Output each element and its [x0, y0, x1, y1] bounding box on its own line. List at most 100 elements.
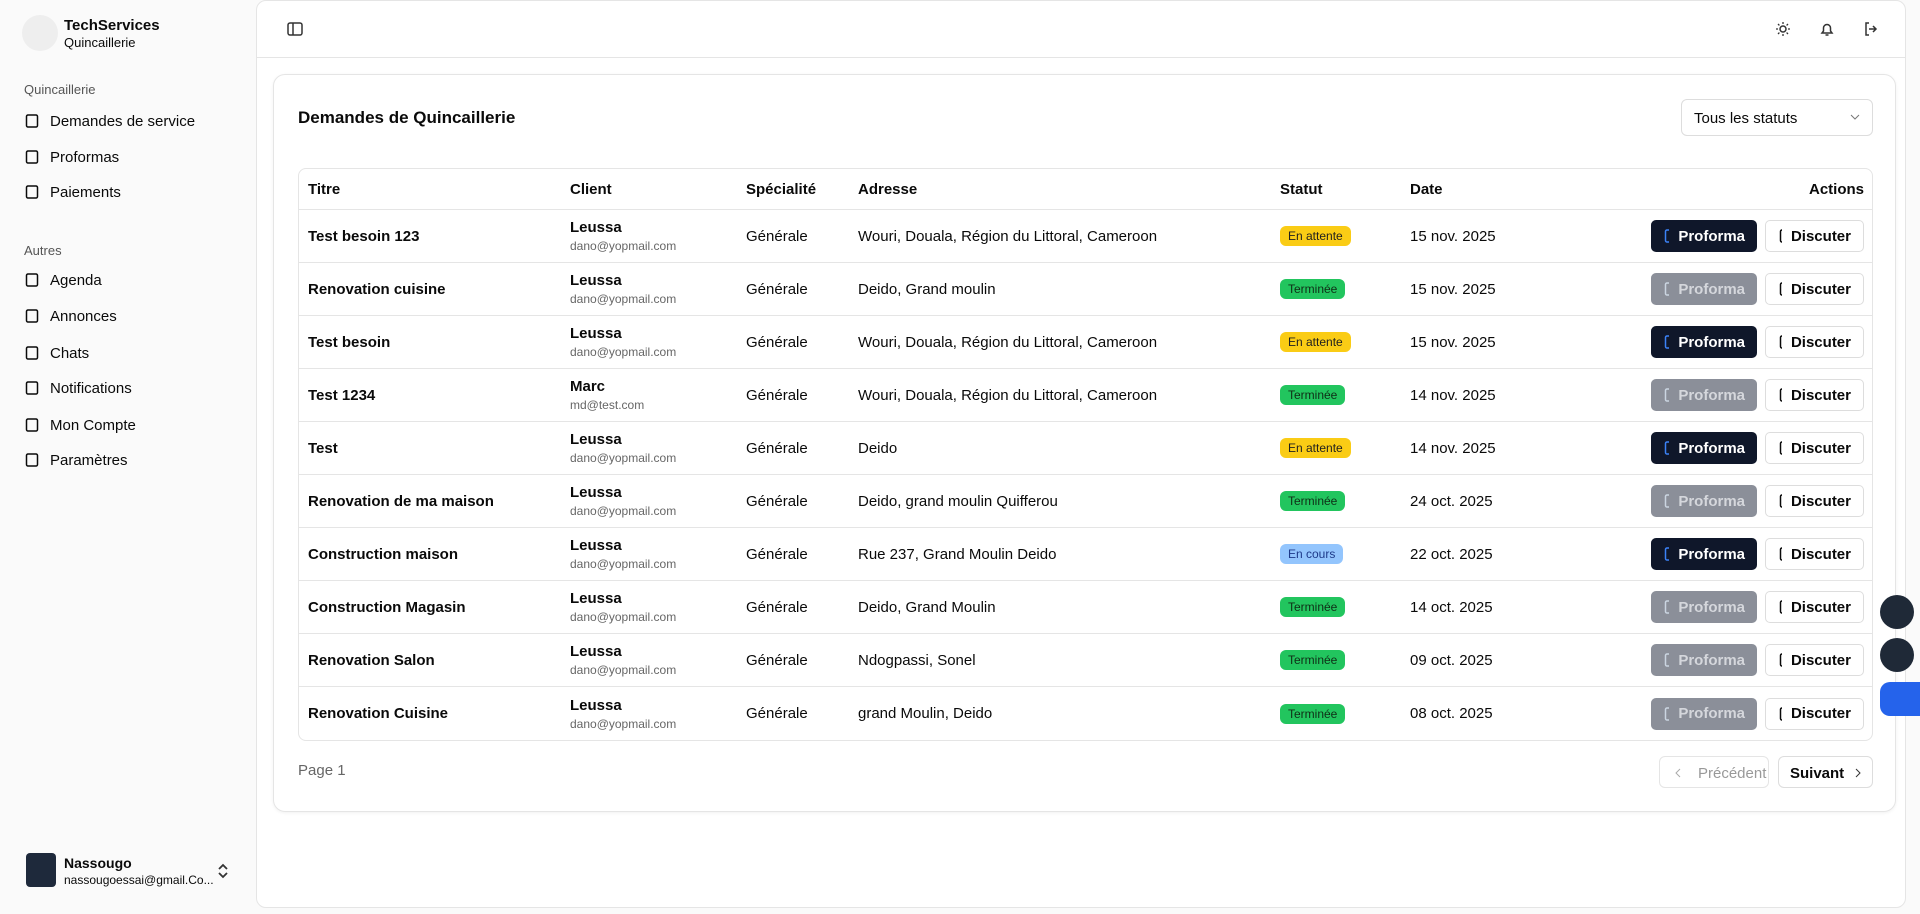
column-header: Client — [561, 169, 737, 210]
brand-avatar — [22, 15, 58, 51]
proforma-label: Proforma — [1678, 705, 1745, 722]
nav-item[interactable]: Demandes de service — [24, 106, 195, 136]
client-cell: Leussa dano@yopmail.com — [561, 581, 737, 634]
nav-label: Proformas — [50, 148, 120, 166]
nav-item[interactable]: Notifications — [24, 373, 132, 403]
nav-item[interactable]: Annonces — [24, 301, 117, 331]
client-cell: Leussa dano@yopmail.com — [561, 528, 737, 581]
actions-cell: Proforma Discuter — [1631, 687, 1872, 740]
status-filter[interactable]: Tous les statuts — [1681, 99, 1873, 136]
status-badge: En attente — [1280, 332, 1351, 352]
nav-item[interactable]: Paiements — [24, 177, 121, 207]
notifications-button[interactable] — [1819, 21, 1835, 37]
date-cell: 08 oct. 2025 — [1410, 705, 1493, 722]
client-cell: Leussa dano@yopmail.com — [561, 422, 737, 475]
nav-label: Paiements — [50, 183, 121, 201]
status-cell: Terminée — [1271, 634, 1401, 687]
title-cell: Test 1234 — [299, 369, 561, 422]
next-label: Suivant — [1790, 765, 1845, 782]
address-cell: Rue 237, Grand Moulin Deido — [849, 528, 1271, 581]
translate-button[interactable] — [1880, 595, 1914, 629]
apps-button[interactable] — [1880, 638, 1914, 672]
user-menu-toggle[interactable] — [216, 862, 230, 880]
specialty-cell: Générale — [737, 528, 849, 581]
previous-button[interactable]: Précédent — [1659, 756, 1769, 788]
client-cell: Leussa dano@yopmail.com — [561, 210, 737, 263]
discuss-button[interactable]: Discuter — [1765, 379, 1864, 411]
status-cell: Terminée — [1271, 475, 1401, 528]
actions-cell: Proforma Discuter — [1631, 210, 1872, 263]
proforma-button[interactable]: Proforma — [1651, 220, 1757, 252]
user-name[interactable]: Nassougo — [64, 855, 132, 871]
specialty-cell: Générale — [737, 634, 849, 687]
title-cell: Renovation Salon — [299, 634, 561, 687]
proforma-button[interactable]: Proforma — [1651, 432, 1757, 464]
icon — [1779, 229, 1782, 243]
proforma-button: Proforma — [1651, 485, 1757, 517]
client-email: md@test.com — [570, 398, 645, 412]
discuss-button[interactable]: Discuter — [1765, 591, 1864, 623]
client-email: dano@yopmail.com — [570, 239, 677, 253]
client-name: Leussa — [570, 325, 622, 342]
title-cell: Test — [299, 422, 561, 475]
nav-item[interactable]: Chats — [24, 338, 89, 368]
icon — [25, 418, 39, 432]
header-row: Titre Client Spécialité Adresse Statut Date Ac… — [299, 169, 1872, 210]
title-cell: Construction maison — [299, 528, 561, 581]
previous-label: Précédent — [1698, 765, 1767, 782]
nav-item[interactable]: Proformas — [24, 142, 119, 172]
proforma-label: Proforma — [1678, 598, 1745, 616]
icon — [1664, 653, 1670, 667]
proforma-button[interactable]: Proforma — [1651, 538, 1757, 570]
main: Demandes de Quincaillerie Tous les statu… — [256, 0, 1906, 908]
title-cell: Test besoin — [299, 316, 561, 369]
discuss-button[interactable]: Discuter — [1765, 644, 1864, 676]
nav-item[interactable]: Paramètres — [24, 445, 128, 475]
icon — [1664, 335, 1670, 349]
icon — [25, 381, 39, 395]
address-cell: Wouri, Douala, Région du Littoral, Camer… — [849, 210, 1271, 263]
client-email: dano@yopmail.com — [570, 610, 677, 624]
title-cell: Construction Magasin — [299, 581, 561, 634]
icon — [1664, 706, 1670, 721]
status-badge: En attente — [1280, 226, 1351, 246]
sidebar-toggle[interactable] — [287, 21, 303, 37]
status-badge: Terminée — [1280, 385, 1346, 405]
discuss-button[interactable]: Discuter — [1765, 326, 1864, 358]
section-label: Autres — [24, 243, 62, 258]
client-cell: Leussa dano@yopmail.com — [561, 687, 737, 740]
table-row: Test besoin 123 Leussa dano@yopmail.com Gén… — [299, 210, 1872, 263]
chevron-left — [1675, 768, 1681, 778]
client-name: Leussa — [570, 537, 622, 554]
discuss-button[interactable]: Discuter — [1765, 485, 1864, 517]
next-button[interactable]: Suivant — [1778, 756, 1873, 788]
client-cell: Marc md@test.com — [561, 369, 737, 422]
actions-cell: Proforma Discuter — [1631, 263, 1872, 316]
title-cell: Renovation de ma maison — [299, 475, 561, 528]
icon — [25, 346, 39, 360]
requests-table: Titre Client Spécialité Adresse Statut Date Ac… — [298, 168, 1873, 741]
status-badge: Terminée — [1280, 597, 1346, 617]
theme-toggle[interactable] — [1775, 21, 1791, 37]
discuss-button[interactable]: Discuter — [1765, 273, 1864, 305]
address-cell: Ndogpassi, Sonel — [849, 634, 1271, 687]
specialty-cell: Générale — [737, 581, 849, 634]
proforma-label: Proforma — [1678, 280, 1745, 298]
discuss-button[interactable]: Discuter — [1765, 220, 1864, 252]
status-badge: En attente — [1280, 438, 1351, 458]
address-cell: Deido, Grand moulin — [849, 263, 1271, 316]
table-row: Renovation cuisine Leussa dano@yopmail.com… — [299, 263, 1872, 316]
chat-widget[interactable] — [1880, 682, 1920, 716]
discuss-button[interactable]: Discuter — [1765, 538, 1864, 570]
nav-label: Chats — [50, 344, 90, 362]
icon — [1664, 441, 1670, 455]
discuss-button[interactable]: Discuter — [1765, 697, 1864, 730]
discuss-button[interactable]: Discuter — [1765, 432, 1864, 464]
column-header: Spécialité — [737, 169, 849, 210]
date-cell: 14 oct. 2025 — [1401, 581, 1631, 634]
logout-button[interactable] — [1863, 21, 1879, 37]
nav-item[interactable]: Agenda — [24, 265, 102, 295]
proforma-button[interactable]: Proforma — [1651, 326, 1757, 358]
nav-item[interactable]: Mon Compte — [24, 410, 136, 440]
